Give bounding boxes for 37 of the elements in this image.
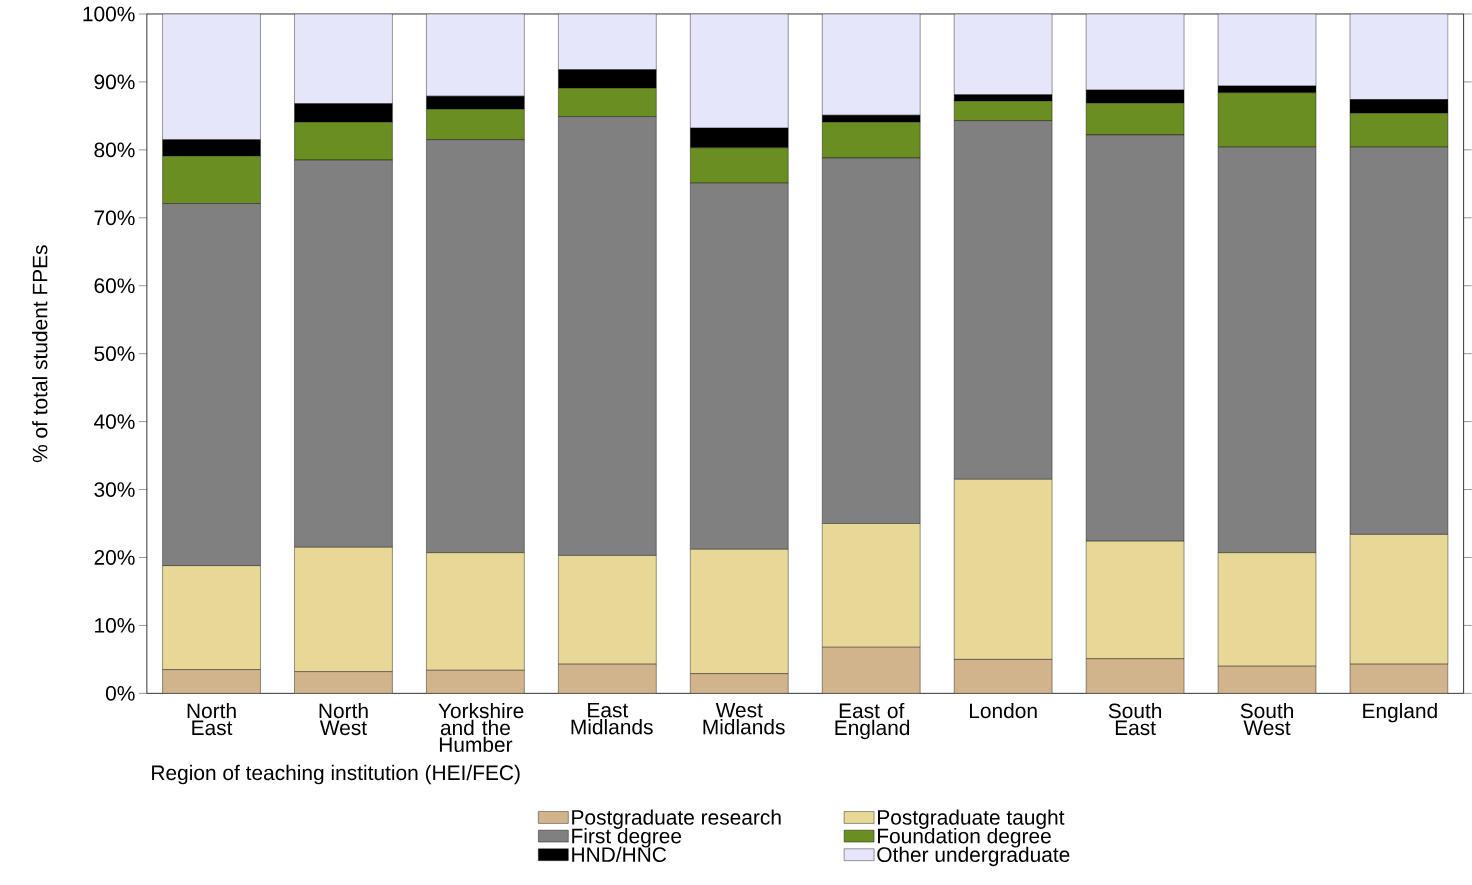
y-tick-label: 50% xyxy=(94,346,135,361)
y-tick-label: 90% xyxy=(94,74,135,90)
bar xyxy=(558,664,657,694)
x-tick-label: Yorkshire and the Humber xyxy=(438,702,524,752)
y-tick-label: 20% xyxy=(94,549,135,565)
y-tick-label: 40% xyxy=(94,414,135,429)
y-axis-title: % of total student FPEs xyxy=(32,245,48,463)
bar xyxy=(294,671,393,694)
bar xyxy=(1218,666,1316,694)
x-tick-label: West Midlands xyxy=(703,702,785,735)
bar xyxy=(1086,658,1185,694)
y-tick-label: 30% xyxy=(94,482,135,497)
x-tick-label: South West xyxy=(1240,702,1293,736)
x-axis-title: Region of teaching institution (HEI/FEC) xyxy=(152,764,520,785)
x-tick-label: East of England xyxy=(835,702,910,740)
bar xyxy=(162,669,261,694)
y-tick-label: 80% xyxy=(94,142,135,158)
legend-label: Other undergraduate xyxy=(877,846,1070,867)
legend-label: Postgraduate taught xyxy=(878,809,1065,829)
x-tick-label: North West xyxy=(319,702,368,736)
bar xyxy=(822,647,921,694)
x-tick-label: North East xyxy=(187,702,236,736)
bar xyxy=(426,670,525,694)
x-tick-label: South East xyxy=(1108,702,1162,736)
x-tick-label: England xyxy=(1363,702,1437,723)
bar xyxy=(954,659,1053,694)
bar xyxy=(690,673,789,694)
x-tick-label: London xyxy=(969,702,1037,719)
y-tick-label: 60% xyxy=(94,278,135,294)
legend-label: HND/HNC xyxy=(572,846,667,862)
y-tick-label: 70% xyxy=(94,210,135,226)
y-tick-label: 0% xyxy=(105,685,135,701)
bar xyxy=(1349,663,1449,694)
legend-label: Postgraduate research xyxy=(572,809,781,829)
x-tick-label: East Midlands xyxy=(571,702,653,735)
y-tick-label: 10% xyxy=(95,617,135,633)
y-tick-label: 100% xyxy=(83,6,135,22)
